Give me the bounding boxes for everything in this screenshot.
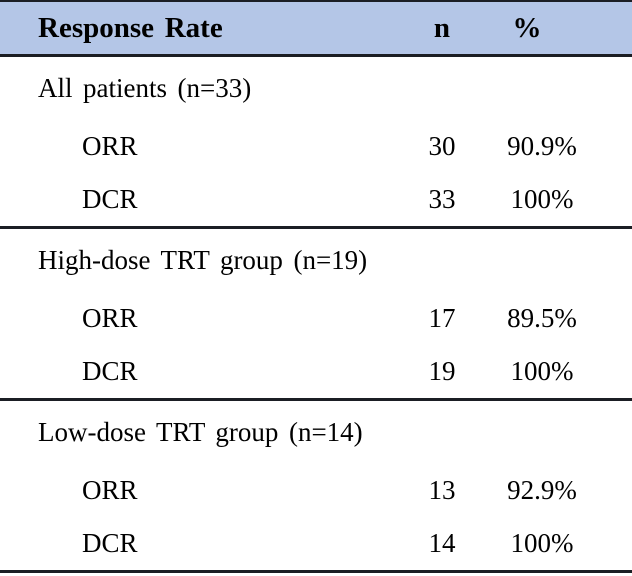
group-label: High-dose TRT group (n=19): [38, 245, 368, 275]
column-header-response-rate: Response Rate: [38, 11, 223, 44]
cell-label: DCR: [82, 184, 138, 214]
cell-pct: 100%: [510, 356, 574, 386]
cell-label: DCR: [82, 356, 138, 386]
cell-label: ORR: [82, 131, 138, 161]
column-header-n: n: [433, 11, 451, 44]
table-row: DCR 33 100%: [0, 173, 632, 226]
cell-n: 19: [428, 356, 456, 386]
column-header-pct: %: [512, 11, 542, 44]
cell-n: 13: [428, 475, 456, 505]
cell-pct: 100%: [510, 184, 574, 214]
table-row: ORR 13 92.9%: [0, 464, 632, 517]
cell-n: 14: [428, 528, 456, 558]
group-label-row: Low-dose TRT group (n=14): [0, 401, 632, 464]
table-section-high-dose: High-dose TRT group (n=19) ORR 17 89.5% …: [0, 229, 632, 401]
cell-n: 30: [428, 131, 456, 161]
table-row: DCR 14 100%: [0, 517, 632, 570]
group-label: All patients (n=33): [38, 73, 252, 103]
table-header-row: Response Rate n %: [0, 0, 632, 57]
table-section-all-patients: All patients (n=33) ORR 30 90.9% DCR 33 …: [0, 57, 632, 229]
cell-n: 17: [428, 303, 456, 333]
cell-pct: 90.9%: [507, 131, 577, 161]
cell-label: ORR: [82, 475, 138, 505]
table-row: DCR 19 100%: [0, 345, 632, 398]
cell-n: 33: [428, 184, 456, 214]
table-row: ORR 17 89.5%: [0, 292, 632, 345]
cell-pct: 100%: [510, 528, 574, 558]
cell-label: ORR: [82, 303, 138, 333]
cell-pct: 89.5%: [507, 303, 577, 333]
cell-pct: 92.9%: [507, 475, 577, 505]
table-section-low-dose: Low-dose TRT group (n=14) ORR 13 92.9% D…: [0, 401, 632, 573]
cell-label: DCR: [82, 528, 138, 558]
group-label: Low-dose TRT group (n=14): [38, 417, 363, 447]
group-label-row: High-dose TRT group (n=19): [0, 229, 632, 292]
table-row: ORR 30 90.9%: [0, 120, 632, 173]
group-label-row: All patients (n=33): [0, 57, 632, 120]
